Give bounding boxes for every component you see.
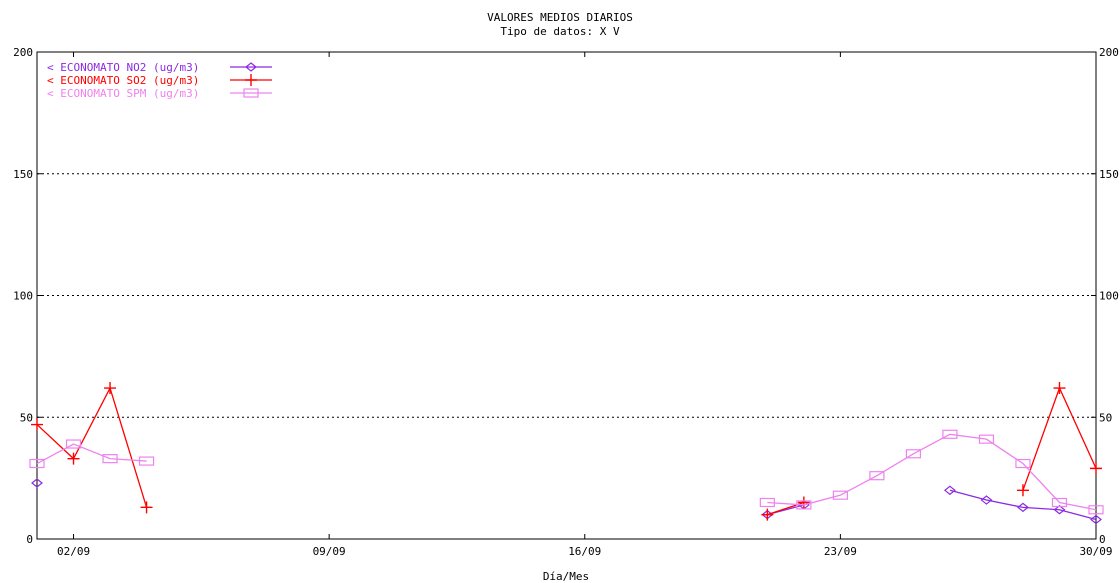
series-line bbox=[36, 386, 148, 508]
x-tick-label: 02/09 bbox=[57, 545, 90, 558]
y-tick-label-right: 0 bbox=[1099, 533, 1106, 546]
chart-subtitle: Tipo de datos: X V bbox=[500, 25, 620, 38]
x-tick-label: 23/09 bbox=[824, 545, 857, 558]
data-point bbox=[797, 496, 810, 509]
y-tick-label-right: 150 bbox=[1099, 168, 1119, 181]
data-point bbox=[104, 382, 117, 395]
y-tick-label-right: 200 bbox=[1099, 46, 1119, 59]
data-point bbox=[869, 471, 885, 481]
y-tick-label-left: 200 bbox=[13, 46, 33, 59]
data-point bbox=[1088, 505, 1104, 515]
series-line bbox=[949, 489, 1097, 521]
legend-label: < ECONOMATO SO2 (ug/m3) bbox=[47, 74, 199, 87]
legend-label: < ECONOMATO SPM (ug/m3) bbox=[47, 87, 199, 100]
data-point bbox=[796, 500, 812, 510]
data-point bbox=[31, 418, 43, 431]
data-point bbox=[943, 485, 956, 496]
data-point bbox=[140, 501, 153, 514]
series-diamond bbox=[31, 478, 1102, 525]
data-point bbox=[761, 508, 774, 521]
y-tick-label-left: 50 bbox=[20, 411, 33, 424]
y-tick-label-left: 150 bbox=[13, 168, 33, 181]
series-line bbox=[36, 443, 147, 465]
data-point bbox=[102, 454, 118, 464]
data-point bbox=[759, 497, 775, 508]
x-tick-label: 30/09 bbox=[1079, 545, 1112, 558]
data-point bbox=[1051, 497, 1068, 508]
legend-marker bbox=[245, 62, 257, 72]
series-line bbox=[767, 433, 1097, 511]
x-axis-label: Día/Mes bbox=[543, 570, 589, 583]
chart-title: VALORES MEDIOS DIARIOS bbox=[487, 11, 633, 24]
y-tick-label-right: 50 bbox=[1099, 411, 1112, 424]
data-point bbox=[980, 495, 993, 505]
data-point bbox=[1016, 484, 1029, 497]
data-point bbox=[978, 434, 995, 444]
data-point bbox=[1017, 502, 1029, 513]
series-layer bbox=[29, 382, 1104, 525]
legend-label: < ECONOMATO NO2 (ug/m3) bbox=[47, 61, 199, 74]
axes: 0 0 50 50 100 100 150 150 200 200 02/09 09/09 16/09 2… bbox=[13, 46, 1119, 558]
data-point bbox=[1090, 462, 1102, 475]
data-point bbox=[138, 456, 155, 466]
data-point bbox=[832, 490, 848, 500]
data-point bbox=[1053, 505, 1066, 515]
y-tick-label-left: 0 bbox=[26, 533, 33, 546]
data-point bbox=[31, 478, 43, 488]
x-tick-label: 16/09 bbox=[568, 545, 601, 558]
legend: < ECONOMATO NO2 (ug/m3)< ECONOMATO SO2 (… bbox=[47, 61, 272, 100]
data-point bbox=[942, 429, 958, 439]
y-tick-label-right: 100 bbox=[1099, 290, 1119, 303]
series-square bbox=[29, 429, 1104, 515]
data-point bbox=[67, 452, 80, 465]
data-point bbox=[1053, 382, 1066, 395]
data-point bbox=[65, 439, 82, 449]
data-point bbox=[29, 458, 45, 469]
y-tick-label-left: 100 bbox=[13, 290, 33, 303]
legend-marker bbox=[245, 74, 257, 86]
series-plus bbox=[31, 382, 1102, 521]
legend-marker bbox=[243, 88, 259, 98]
grid bbox=[37, 173, 1096, 418]
data-point bbox=[1015, 458, 1031, 469]
data-point bbox=[1090, 514, 1102, 525]
x-tick-label: 09/09 bbox=[313, 545, 346, 558]
data-point bbox=[905, 449, 922, 459]
